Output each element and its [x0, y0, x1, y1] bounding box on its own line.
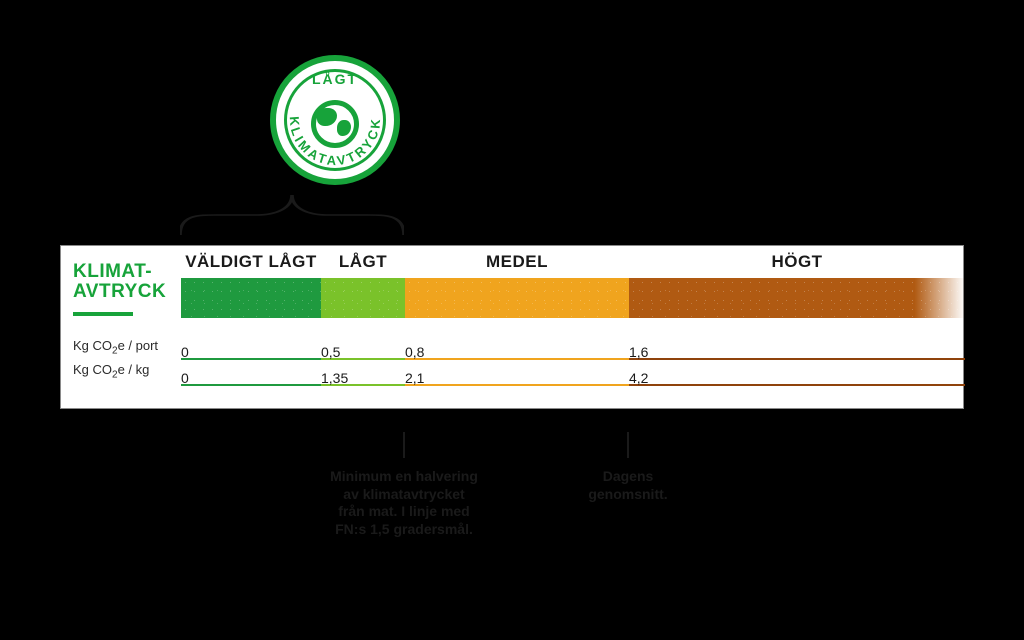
segment-header-high: HÖGT: [629, 246, 965, 278]
color-bar-row: [181, 278, 963, 318]
segment-header-medium: MEDEL: [405, 246, 629, 278]
annotation-text-0: Minimum en halvering av klimatavtrycket …: [330, 468, 478, 538]
rule-very-low: [181, 384, 321, 386]
rule-medium: [405, 358, 629, 360]
segment-bar-low: [321, 278, 405, 318]
tick-port-0: 0: [181, 344, 189, 360]
scale-area: VÄLDIGT LÅGTLÅGTMEDELHÖGT 0 0,5 0,8 1,6 0 1,…: [181, 246, 963, 408]
tick-kg-1: 1,35: [321, 370, 348, 386]
annotation-1: Dagens genomsnitt.: [548, 432, 708, 503]
svg-text:KLIMATAVTRYCK: KLIMATAVTRYCK: [287, 116, 384, 168]
panel-title-line1: KLIMAT-: [73, 261, 152, 282]
segment-bar-very-low: [181, 278, 321, 318]
panel-left-labels: KLIMAT- AVTRYCK Kg CO2e / port Kg CO2e /…: [61, 246, 181, 408]
row-label-kg: Kg CO2e / kg: [73, 362, 169, 381]
tick-kg-2: 2,1: [405, 370, 424, 386]
value-row-kg: 0 1,35 2,1 4,2: [181, 370, 963, 392]
rule-high: [629, 384, 965, 386]
annotation-tick-0: [403, 432, 405, 458]
badge-arc-text: KLIMATAVTRYCK: [270, 55, 400, 185]
tick-port-1: 0,5: [321, 344, 340, 360]
stage: LÅGT KLIMATAVTRYCK KLIMAT- AVTRYCK: [0, 0, 1024, 640]
panel-title-underline: [73, 312, 133, 316]
scale-panel: KLIMAT- AVTRYCK Kg CO2e / port Kg CO2e /…: [60, 245, 964, 409]
rule-very-low: [181, 358, 321, 360]
tick-port-2: 0,8: [405, 344, 424, 360]
segment-header-very-low: VÄLDIGT LÅGT: [181, 246, 321, 278]
segment-header-row: VÄLDIGT LÅGTLÅGTMEDELHÖGT: [181, 246, 963, 278]
panel-title: KLIMAT- AVTRYCK: [73, 262, 169, 302]
segment-bar-medium: [405, 278, 629, 318]
rule-high: [629, 358, 965, 360]
tick-kg-3: 4,2: [629, 370, 648, 386]
tick-port-3: 1,6: [629, 344, 648, 360]
panel-title-line2: AVTRYCK: [73, 281, 166, 302]
annotation-tick-1: [627, 432, 629, 458]
tick-kg-0: 0: [181, 370, 189, 386]
segment-header-low: LÅGT: [321, 246, 405, 278]
climate-badge: LÅGT KLIMATAVTRYCK: [270, 55, 400, 185]
value-row-port: 0 0,5 0,8 1,6: [181, 344, 963, 366]
row-label-port: Kg CO2e / port: [73, 338, 169, 357]
rule-medium: [405, 384, 629, 386]
annotation-0: Minimum en halvering av klimatavtrycket …: [294, 432, 514, 538]
brace-bracket: [180, 195, 404, 235]
annotation-text-1: Dagens genomsnitt.: [588, 468, 667, 503]
segment-bar-high: [629, 278, 965, 318]
